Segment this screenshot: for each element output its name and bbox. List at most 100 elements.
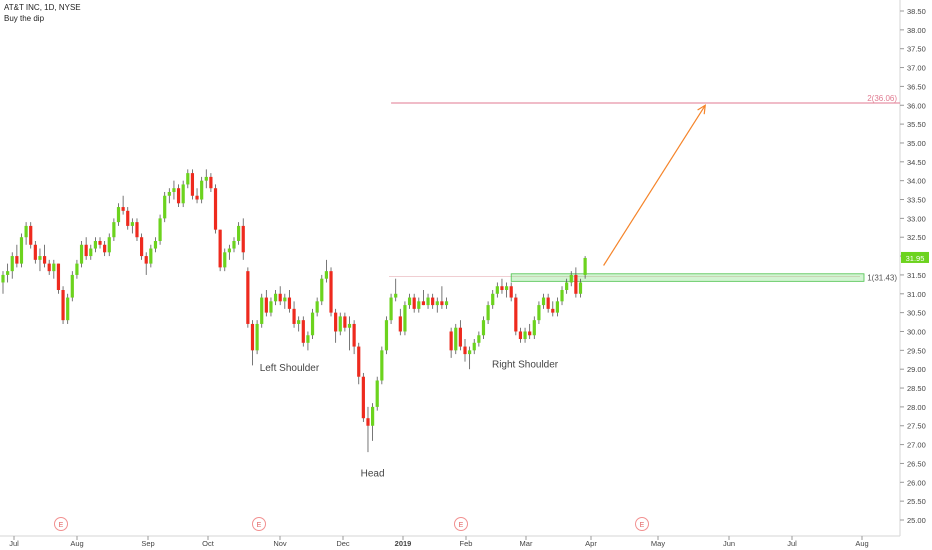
candle-body[interactable]: [112, 222, 116, 238]
candle-body[interactable]: [389, 297, 393, 321]
candle-body[interactable]: [352, 323, 356, 347]
candle-body[interactable]: [315, 301, 319, 313]
candle-body[interactable]: [149, 248, 153, 264]
candle-body[interactable]: [163, 195, 167, 219]
candle-body[interactable]: [278, 293, 282, 302]
candle-body[interactable]: [310, 312, 315, 336]
candle-body[interactable]: [1, 274, 5, 283]
candle-body[interactable]: [486, 305, 490, 321]
candle-body[interactable]: [375, 380, 379, 407]
candle-body[interactable]: [426, 297, 430, 306]
candle-body[interactable]: [61, 290, 65, 321]
candle-body[interactable]: [181, 184, 185, 204]
candle-body[interactable]: [491, 293, 495, 306]
candle-body[interactable]: [218, 229, 222, 268]
candle-body[interactable]: [29, 225, 33, 245]
candle-body[interactable]: [541, 297, 546, 306]
candle-body[interactable]: [347, 323, 352, 328]
breakout-zone[interactable]: [510, 273, 865, 282]
candle-body[interactable]: [574, 274, 578, 294]
candle-body[interactable]: [79, 244, 84, 264]
candle-body[interactable]: [121, 207, 125, 211]
candle-body[interactable]: [306, 335, 310, 343]
candle-body[interactable]: [241, 225, 245, 253]
earnings-marker[interactable]: [635, 517, 649, 531]
candle-body[interactable]: [89, 248, 93, 257]
candle-body[interactable]: [504, 286, 509, 291]
candle-body[interactable]: [70, 274, 74, 298]
candle-body[interactable]: [477, 335, 481, 343]
candle-body[interactable]: [98, 240, 102, 245]
candle-body[interactable]: [537, 305, 541, 321]
candle-body[interactable]: [324, 271, 328, 279]
candle-body[interactable]: [135, 222, 139, 238]
candle-body[interactable]: [10, 256, 14, 272]
candle-body[interactable]: [209, 176, 213, 189]
candle-body[interactable]: [15, 256, 19, 264]
candle-body[interactable]: [66, 297, 70, 321]
candle-body[interactable]: [472, 342, 476, 351]
candle-body[interactable]: [463, 346, 467, 355]
candle-body[interactable]: [560, 290, 564, 302]
candle-body[interactable]: [417, 301, 421, 309]
candle-body[interactable]: [227, 248, 231, 253]
candle-body[interactable]: [167, 191, 171, 196]
candle-body[interactable]: [176, 188, 181, 204]
candle-body[interactable]: [532, 320, 536, 336]
candle-body[interactable]: [52, 263, 56, 272]
candle-body[interactable]: [107, 237, 111, 253]
candle-body[interactable]: [384, 320, 389, 351]
candle-body[interactable]: [84, 244, 88, 257]
candle-body[interactable]: [292, 308, 296, 324]
candle-body[interactable]: [454, 327, 458, 351]
candle-body[interactable]: [158, 218, 162, 241]
candle-body[interactable]: [481, 320, 486, 336]
candle-body[interactable]: [273, 293, 278, 302]
candle-body[interactable]: [195, 195, 199, 200]
candle-body[interactable]: [190, 173, 195, 196]
candle-body[interactable]: [551, 308, 555, 313]
candle-body[interactable]: [301, 320, 305, 343]
earnings-marker[interactable]: [454, 517, 468, 531]
candle-body[interactable]: [458, 327, 462, 347]
candle-body[interactable]: [260, 297, 264, 324]
candle-body[interactable]: [343, 316, 347, 328]
candle-body[interactable]: [42, 256, 47, 264]
candle-body[interactable]: [283, 297, 287, 302]
candle-body[interactable]: [255, 323, 259, 351]
candle-body[interactable]: [421, 301, 426, 306]
candle-body[interactable]: [287, 297, 292, 309]
candle-body[interactable]: [320, 278, 324, 302]
candle-body[interactable]: [440, 301, 444, 306]
candle-body[interactable]: [357, 346, 361, 377]
candle-body[interactable]: [412, 297, 416, 309]
candle-body[interactable]: [47, 263, 51, 272]
candle-body[interactable]: [371, 406, 375, 426]
candle-body[interactable]: [213, 188, 218, 230]
candle-body[interactable]: [468, 350, 472, 355]
candle-body[interactable]: [435, 301, 439, 306]
candle-body[interactable]: [237, 225, 241, 241]
candle-body[interactable]: [75, 263, 79, 275]
projection-arrow-line[interactable]: [603, 104, 706, 266]
candle-body[interactable]: [565, 282, 569, 291]
candle-body[interactable]: [555, 301, 559, 313]
candle-body[interactable]: [140, 237, 144, 257]
candle-body[interactable]: [153, 240, 158, 249]
candle-body[interactable]: [269, 301, 273, 313]
candle-body[interactable]: [449, 331, 453, 351]
candle-body[interactable]: [204, 176, 208, 181]
candle-body[interactable]: [246, 271, 250, 324]
candle-body[interactable]: [444, 301, 449, 306]
candle-body[interactable]: [403, 305, 407, 332]
candle-body[interactable]: [338, 316, 342, 332]
candle-body[interactable]: [172, 188, 176, 192]
candle-body[interactable]: [578, 282, 583, 294]
candle-body[interactable]: [116, 207, 121, 223]
candle-body[interactable]: [514, 297, 518, 332]
candle-body[interactable]: [583, 257, 587, 275]
candle-body[interactable]: [398, 316, 402, 332]
candle-body[interactable]: [523, 331, 527, 340]
earnings-marker[interactable]: [252, 517, 266, 531]
candle-body[interactable]: [103, 244, 107, 253]
